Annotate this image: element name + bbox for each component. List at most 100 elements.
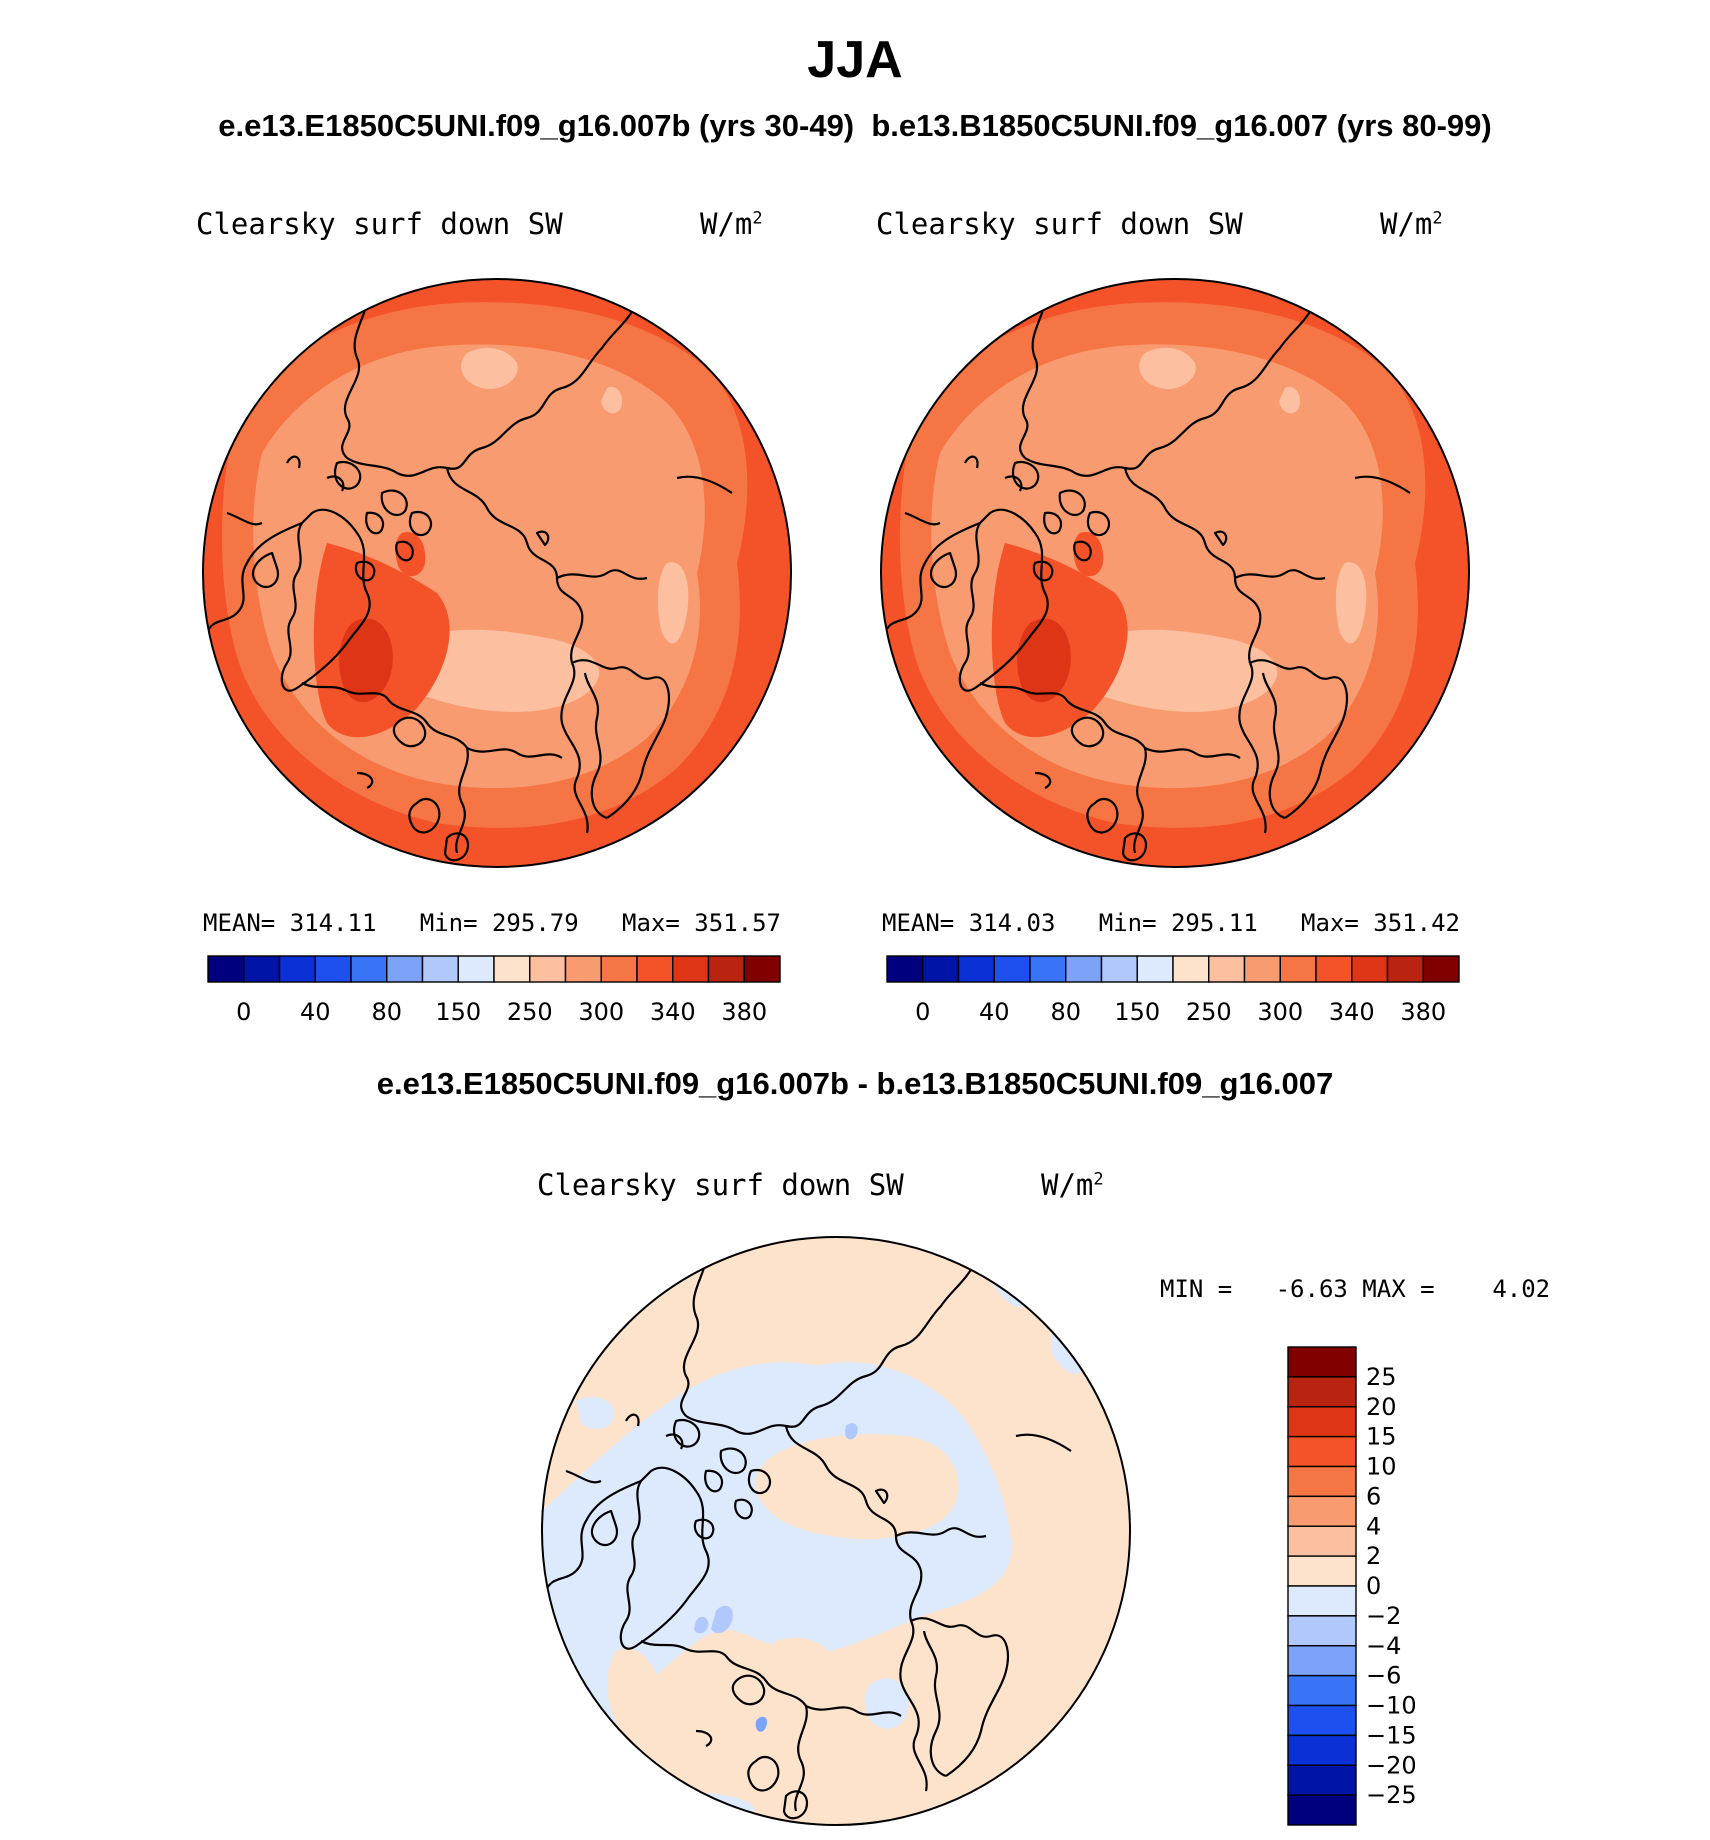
diff-colorbar-swatch <box>1287 1764 1357 1796</box>
panel1-units: W/m2 <box>700 207 763 241</box>
figure-subtitle: e.e13.E1850C5UNI.f09_g16.007b (yrs 30-49… <box>0 108 1710 144</box>
panel1-colorbar-swatch <box>564 955 602 983</box>
diff-colorbar-tick-label: 0 <box>1366 1572 1381 1600</box>
panel2-colorbar-tick-label: 150 <box>1114 998 1160 1026</box>
diff-colorbar-swatch <box>1287 1794 1357 1826</box>
diff-colorbar-tick-label: 2 <box>1366 1542 1381 1570</box>
diff-variable: Clearsky surf down SW <box>537 1168 904 1202</box>
diff-map-border <box>541 1236 1131 1826</box>
panel1-colorbar-swatch <box>314 955 352 983</box>
panel2-colorbar-swatch <box>1208 955 1246 983</box>
diff-colorbar-swatch <box>1287 1435 1357 1468</box>
diff-title: e.e13.E1850C5UNI.f09_g16.007b - b.e13.B1… <box>376 1066 1334 1101</box>
panel2-colorbar-swatch <box>957 955 995 983</box>
diff-colorbar-swatch <box>1287 1376 1357 1408</box>
panel1-colorbar-swatch <box>386 955 424 983</box>
panel1-stats: MEAN= 314.11 Min= 295.79 Max= 351.57 <box>203 909 781 937</box>
diff-map <box>542 1237 1130 1825</box>
figure-title: JJA <box>807 31 903 89</box>
panel1-colorbar-swatch <box>350 955 388 983</box>
panel2-colorbar-swatch <box>1422 955 1460 983</box>
diff-colorbar-tick-label: 6 <box>1366 1482 1381 1510</box>
panel1-colorbar-swatch <box>707 955 745 983</box>
diff-colorbar-swatch <box>1287 1615 1357 1647</box>
panel2-colorbar-tick-label: 80 <box>1050 998 1081 1026</box>
panel1-colorbar-tick-label: 380 <box>721 998 767 1026</box>
panel2-colorbar: 0 40 80 150 250 300 340 380 <box>886 955 1460 1026</box>
diff-colorbar-swatch <box>1287 1406 1357 1438</box>
panel1-map-border <box>202 278 792 868</box>
panel2-colorbar-tick-label: 0 <box>915 998 930 1026</box>
diff-colorbar-swatch <box>1287 1734 1357 1766</box>
diff-colorbar-tick-label: −15 <box>1366 1721 1417 1749</box>
diff-colorbar-tick-label: 15 <box>1366 1423 1397 1451</box>
diff-colorbar-swatch <box>1287 1525 1357 1557</box>
panel1-colorbar-tick-label: 300 <box>578 998 624 1026</box>
subtitle-right: b.e13.B1850C5UNI.f09_g16.007 (yrs 80-99) <box>871 108 1492 143</box>
panel2-units: W/m2 <box>1380 207 1443 241</box>
panel1-colorbar-swatch <box>529 955 567 983</box>
panel1-colorbar-tick-label: 40 <box>300 998 331 1026</box>
panel2-map-border <box>880 278 1470 868</box>
diff-colorbar-swatch <box>1287 1465 1357 1498</box>
diff-colorbar-swatch <box>1287 1674 1357 1707</box>
panel1-colorbar-tick-label: 80 <box>371 998 402 1026</box>
panel2-colorbar-swatch <box>1279 955 1317 983</box>
diff-colorbar-swatch <box>1287 1555 1357 1587</box>
panel1-map <box>203 279 791 867</box>
panel1-colorbar: 0 40 80 150 250 300 340 380 <box>207 955 781 1026</box>
diff-colorbar-tick-label: −20 <box>1366 1751 1417 1779</box>
panel2-colorbar-swatch <box>1172 955 1210 983</box>
panel2-colorbar-swatch <box>1351 955 1389 983</box>
panel2-colorbar-swatch <box>1065 955 1103 983</box>
panel2-colorbar-tick-label: 250 <box>1186 998 1232 1026</box>
diff-colorbar-tick-label: −25 <box>1366 1781 1417 1809</box>
diff-colorbar-tick-label: 10 <box>1366 1453 1397 1481</box>
panel2-colorbar-swatch <box>1136 955 1174 983</box>
diff-colorbar-tick-label: −6 <box>1366 1662 1401 1690</box>
panel1-colorbar-swatch <box>672 955 710 983</box>
panel2-stats: MEAN= 314.03 Min= 295.11 Max= 351.42 <box>882 909 1460 937</box>
diff-colorbar-tick-label: 20 <box>1366 1393 1397 1421</box>
panel1-colorbar-tick-label: 250 <box>507 998 553 1026</box>
diff-colorbar-tick-label: −10 <box>1366 1692 1417 1720</box>
panel2-variable: Clearsky surf down SW <box>876 207 1243 241</box>
panel1-colorbar-swatch <box>457 955 495 983</box>
diff-colorbar-tick-label: −4 <box>1366 1632 1401 1660</box>
diff-colorbar-tick-label: 25 <box>1366 1363 1397 1391</box>
panel2-colorbar-swatch <box>1100 955 1138 983</box>
diff-colorbar-swatch <box>1287 1585 1357 1617</box>
panel1-colorbar-swatch <box>600 955 638 983</box>
panel2-colorbar-tick-label: 380 <box>1400 998 1446 1026</box>
diff-colorbar-swatch <box>1287 1645 1357 1677</box>
panel1-variable: Clearsky surf down SW <box>196 207 563 241</box>
diff-colorbar-tick-label: −2 <box>1366 1602 1401 1630</box>
panel1-colorbar-swatch <box>636 955 674 983</box>
diff-units: W/m2 <box>1041 1168 1104 1202</box>
panel1-colorbar-swatch <box>493 955 531 983</box>
panel1-colorbar-swatch <box>743 955 781 983</box>
panel2-colorbar-tick-label: 340 <box>1329 998 1375 1026</box>
diff-minmax: MIN = -6.63 MAX = 4.02 <box>1160 1275 1551 1303</box>
panel2-colorbar-swatch <box>1315 955 1353 983</box>
diff-colorbar-swatch <box>1287 1495 1357 1527</box>
panel2-colorbar-tick-label: 300 <box>1257 998 1303 1026</box>
panel1-colorbar-swatch <box>243 955 281 983</box>
panel2-colorbar-tick-label: 40 <box>979 998 1010 1026</box>
diff-colorbar-swatch <box>1287 1704 1357 1737</box>
diff-colorbar-swatch <box>1287 1346 1357 1378</box>
panel1-colorbar-swatch <box>278 955 316 983</box>
panel2-colorbar-swatch <box>1243 955 1281 983</box>
panel2-colorbar-swatch <box>993 955 1031 983</box>
diff-colorbar-tick-label: 4 <box>1366 1512 1381 1540</box>
panel1-colorbar-tick-label: 150 <box>435 998 481 1026</box>
panel1-colorbar-swatch <box>207 955 245 983</box>
panel2-colorbar-swatch <box>1386 955 1424 983</box>
panel2-colorbar-swatch <box>922 955 960 983</box>
panel2-colorbar-swatch <box>886 955 924 983</box>
panel2-colorbar-swatch <box>1029 955 1067 983</box>
subtitle-left: e.e13.E1850C5UNI.f09_g16.007b (yrs 30-49… <box>218 108 855 143</box>
panel2-map <box>881 279 1469 867</box>
